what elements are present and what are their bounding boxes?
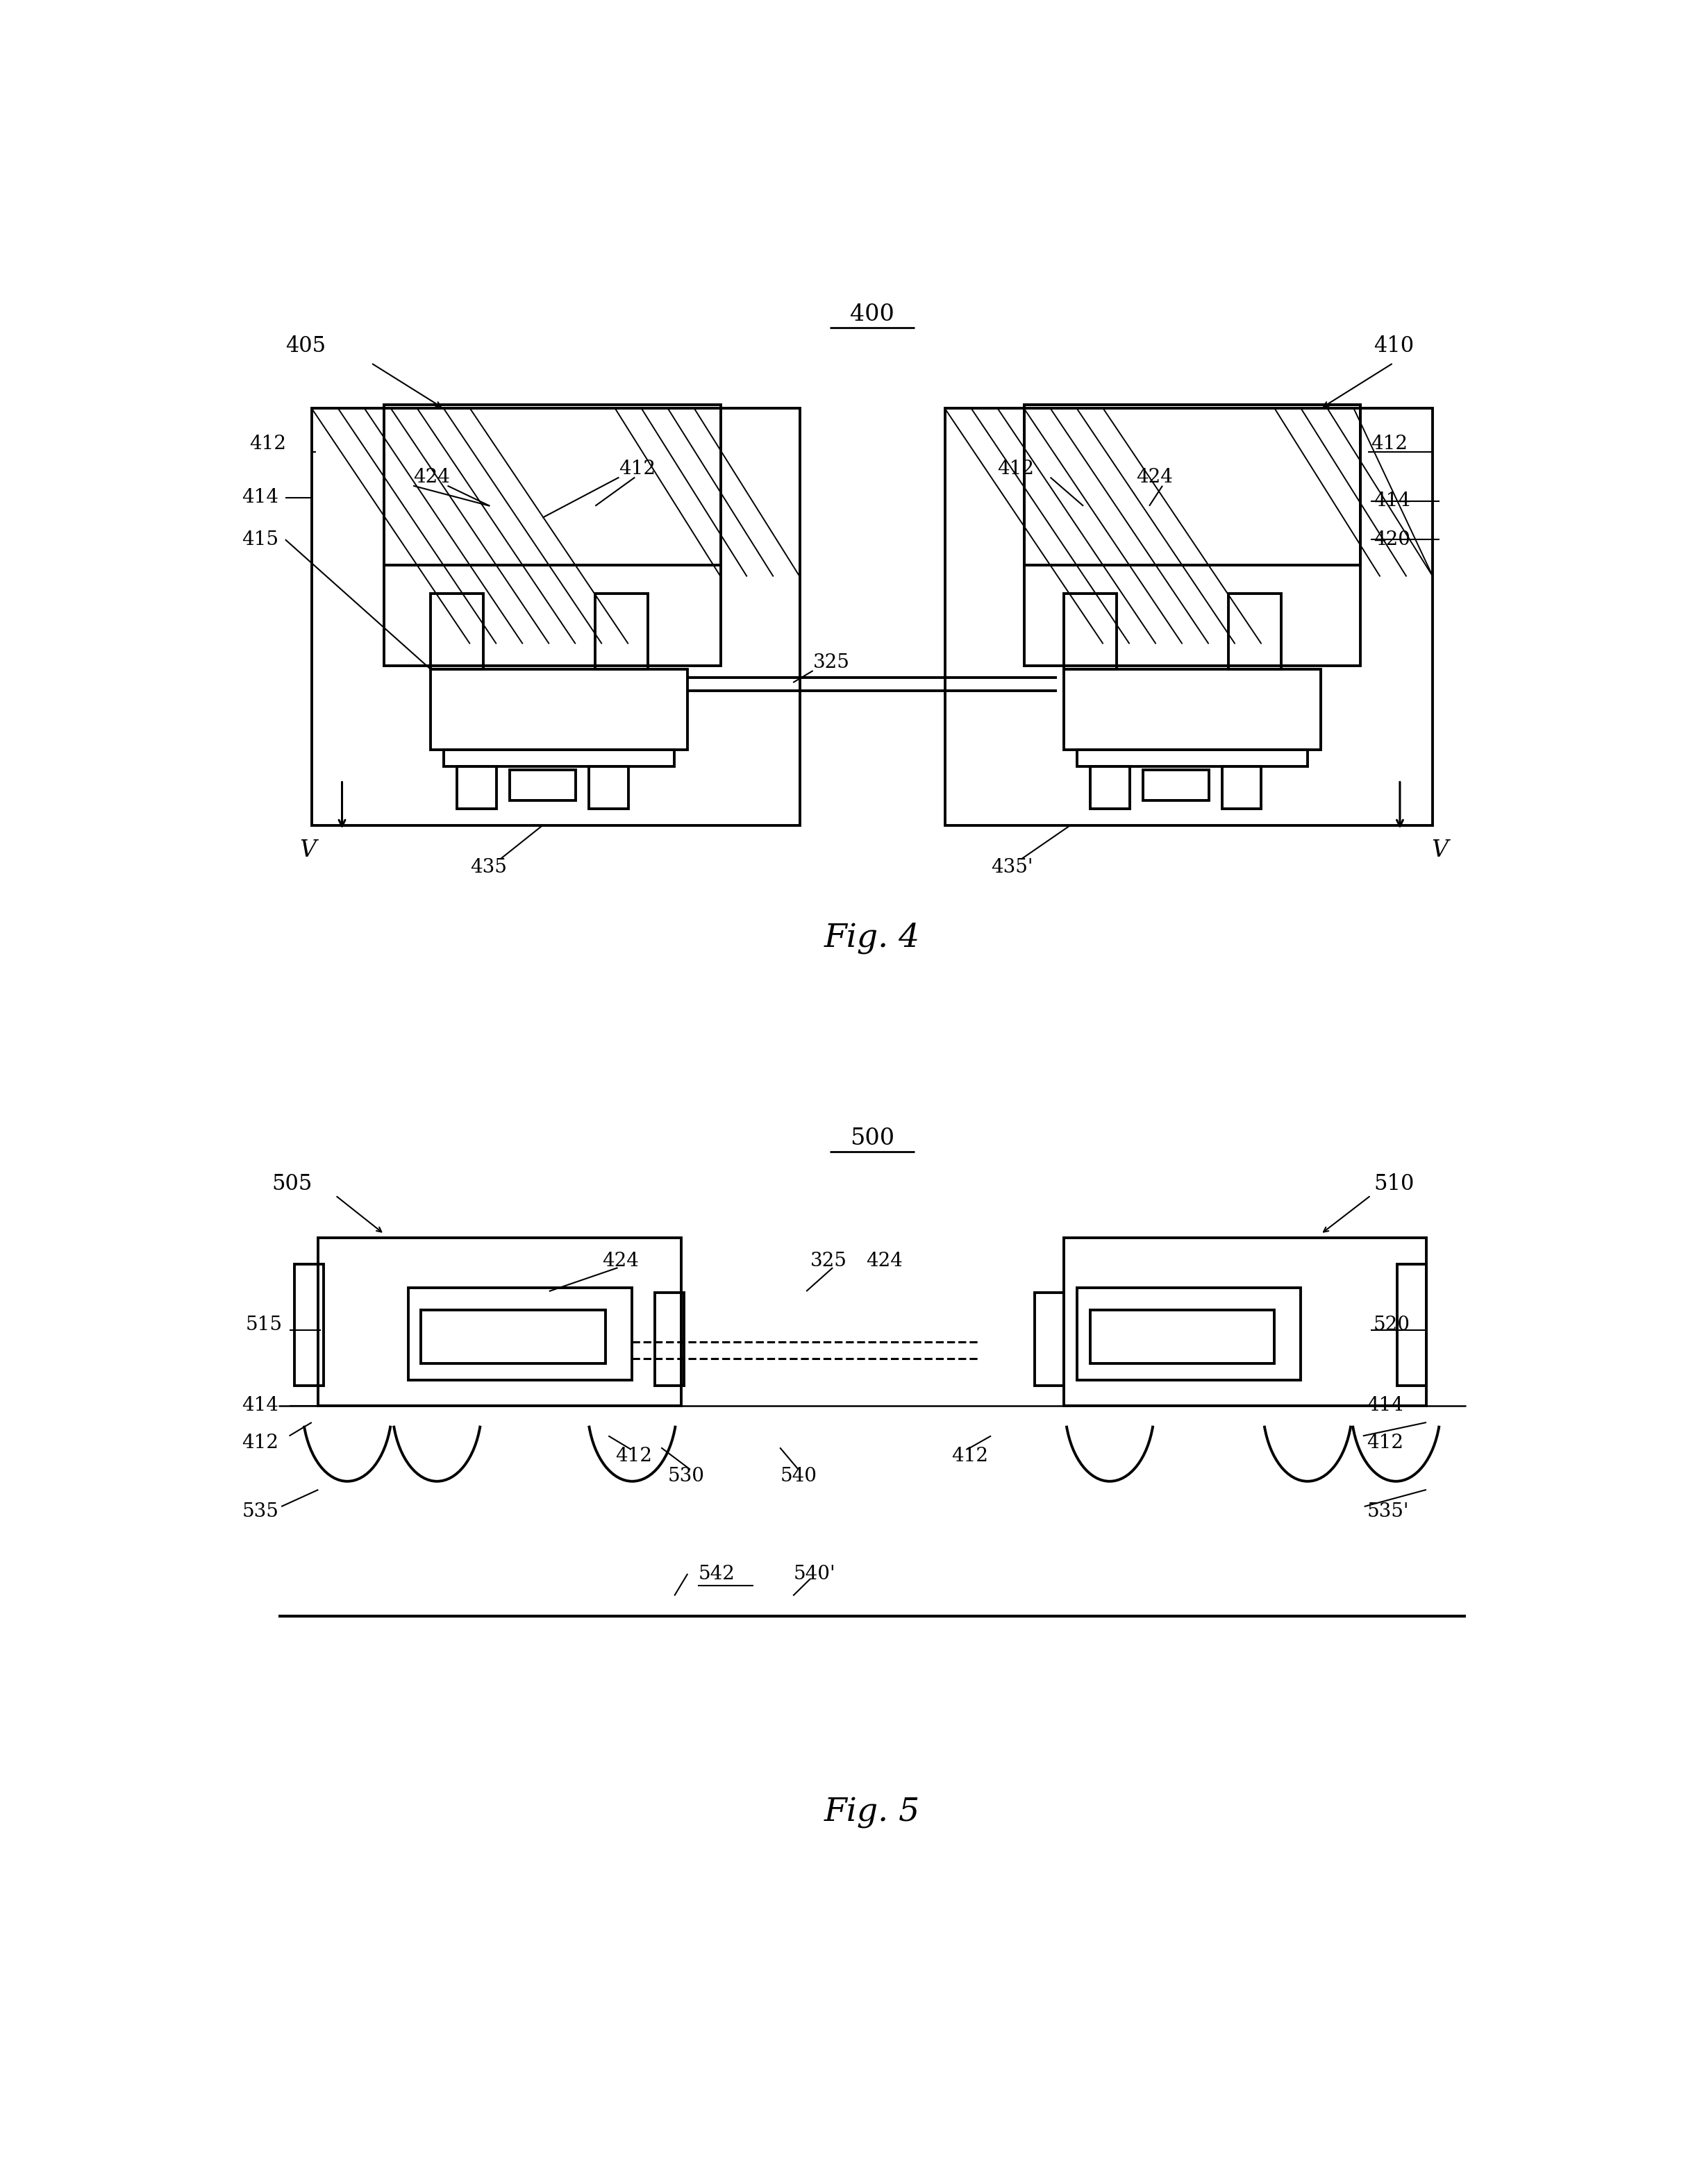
Bar <box>1222 767 1261 808</box>
Text: 325: 325 <box>810 1251 848 1271</box>
Bar <box>431 668 688 749</box>
Bar <box>1035 1293 1064 1385</box>
Text: 412: 412 <box>997 459 1035 478</box>
Text: 415: 415 <box>242 531 279 548</box>
Text: 505: 505 <box>272 1173 313 1195</box>
Text: 515: 515 <box>245 1315 283 1334</box>
Text: 414: 414 <box>1374 491 1411 511</box>
Text: 424: 424 <box>603 1251 638 1271</box>
Bar <box>1025 404 1360 566</box>
Text: Fig. 5: Fig. 5 <box>824 1797 921 1828</box>
Text: V: V <box>1431 839 1448 863</box>
Text: 424: 424 <box>1137 467 1173 487</box>
Bar <box>294 1265 323 1385</box>
Text: 412: 412 <box>1370 435 1408 452</box>
Bar <box>444 749 674 767</box>
Bar <box>589 767 628 808</box>
Bar <box>596 594 648 668</box>
Text: 540': 540' <box>793 1564 836 1583</box>
Bar <box>456 767 497 808</box>
Text: 435: 435 <box>470 858 507 876</box>
Text: 405: 405 <box>286 336 325 356</box>
Text: 424: 424 <box>414 467 449 487</box>
Text: 414: 414 <box>242 1396 279 1415</box>
Text: 510: 510 <box>1374 1173 1414 1195</box>
Bar <box>1077 749 1307 767</box>
Bar <box>1142 771 1208 799</box>
Text: 540: 540 <box>780 1468 817 1485</box>
Text: 500: 500 <box>849 1127 895 1149</box>
Bar <box>385 566 720 666</box>
Bar <box>385 404 720 566</box>
Bar <box>420 1310 606 1363</box>
Text: 435': 435' <box>991 858 1033 876</box>
Text: 412: 412 <box>1367 1433 1404 1452</box>
Text: 410: 410 <box>1374 336 1414 356</box>
Bar <box>318 1238 681 1406</box>
Text: 414: 414 <box>1367 1396 1404 1415</box>
Bar <box>1077 1289 1300 1380</box>
Text: 412: 412 <box>614 1446 652 1465</box>
Bar <box>1025 566 1360 666</box>
Text: Fig. 4: Fig. 4 <box>824 922 921 954</box>
Text: 530: 530 <box>667 1468 705 1485</box>
Bar <box>1089 1310 1275 1363</box>
Text: 535': 535' <box>1367 1503 1409 1520</box>
Text: 412: 412 <box>242 1433 279 1452</box>
Bar <box>1064 594 1117 668</box>
Text: 520: 520 <box>1374 1315 1411 1334</box>
Bar <box>1229 594 1282 668</box>
Bar <box>1064 1238 1426 1406</box>
Text: 325: 325 <box>814 653 849 673</box>
Bar <box>1064 668 1321 749</box>
Text: 400: 400 <box>849 304 895 325</box>
Bar <box>1025 404 1360 566</box>
Bar <box>655 1293 684 1385</box>
Bar <box>1397 1265 1426 1385</box>
Text: 412: 412 <box>620 459 655 478</box>
Bar <box>1089 767 1130 808</box>
Text: 412: 412 <box>250 435 286 452</box>
Text: 420: 420 <box>1374 531 1411 548</box>
Text: 542: 542 <box>698 1564 735 1583</box>
Text: V: V <box>300 839 317 863</box>
Bar <box>311 408 800 826</box>
Text: 424: 424 <box>866 1251 902 1271</box>
Bar <box>431 594 483 668</box>
Bar <box>408 1289 631 1380</box>
Bar <box>509 771 575 799</box>
Text: 535: 535 <box>242 1503 279 1520</box>
Text: 414: 414 <box>242 489 279 507</box>
Bar <box>945 408 1433 826</box>
Text: 412: 412 <box>951 1446 989 1465</box>
